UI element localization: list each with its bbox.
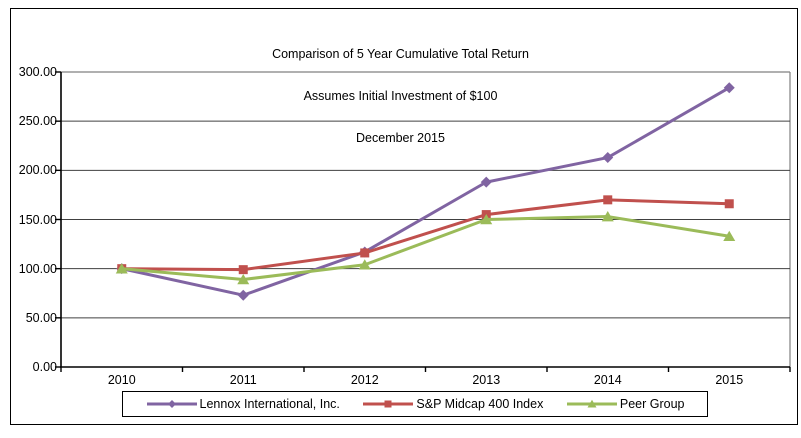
chart-title-line3: December 2015 (356, 131, 445, 145)
x-tick-label: 2011 (229, 373, 257, 387)
y-tick-label: 300.00 (18, 65, 57, 79)
legend-label: Lennox International, Inc. (199, 397, 340, 411)
diamond-legend-swatch-icon (146, 400, 197, 408)
x-tick-label: 2012 (350, 373, 379, 387)
series-2-marker (238, 265, 248, 275)
series-1-marker (723, 82, 735, 94)
legend-item-2: S&P Midcap 400 Index (362, 397, 543, 411)
legend: Lennox International, Inc. S&P Midcap 400… (122, 391, 708, 417)
series-1-marker (237, 289, 249, 301)
square-marker-icon (384, 400, 392, 408)
square-legend-swatch-icon (363, 400, 414, 408)
series-line-2 (121, 198, 730, 272)
x-tick-label: 2013 (472, 373, 501, 387)
series-3-marker (358, 259, 371, 270)
legend-item-3: Peer Group (566, 397, 685, 411)
series-3-marker (115, 263, 128, 274)
x-tick-label: 2014 (593, 373, 622, 387)
series-2-marker (360, 248, 370, 258)
y-tick-label: 50.00 (25, 310, 57, 325)
series-2-marker (603, 195, 613, 205)
x-tick-label: 2010 (107, 373, 136, 387)
y-tick-label: 250.00 (18, 114, 57, 129)
legend-item-1: Lennox International, Inc. (146, 397, 340, 411)
series-3-marker (723, 230, 736, 242)
triangle-legend-swatch-icon (566, 399, 617, 408)
chart-title: Comparison of 5 Year Cumulative Total Re… (0, 19, 801, 173)
series-line-1 (121, 86, 730, 297)
series-1-marker (602, 152, 614, 164)
diamond-marker-icon (167, 400, 176, 408)
series-3-marker (237, 273, 250, 285)
x-tick-label: 2015 (715, 373, 744, 387)
y-tick-label: 100.00 (18, 261, 57, 276)
triangle-marker-icon (587, 399, 597, 408)
legend-label: Peer Group (619, 397, 685, 411)
series-2-marker (724, 199, 734, 209)
legend-label: S&P Midcap 400 Index (416, 397, 544, 411)
series-line-3 (121, 215, 730, 281)
y-tick-label: 0.00 (32, 360, 57, 374)
chart-title-line2: Assumes Initial Investment of $100 (303, 89, 498, 103)
y-tick-label: 150.00 (18, 212, 57, 227)
series-3-marker (480, 214, 493, 225)
y-tick-label: 200.00 (18, 163, 57, 178)
chart-title-line1: Comparison of 5 Year Cumulative Total Re… (272, 47, 529, 61)
series-3-marker (601, 211, 614, 222)
series-1-marker (480, 176, 492, 188)
chart-outer-border (10, 8, 798, 425)
